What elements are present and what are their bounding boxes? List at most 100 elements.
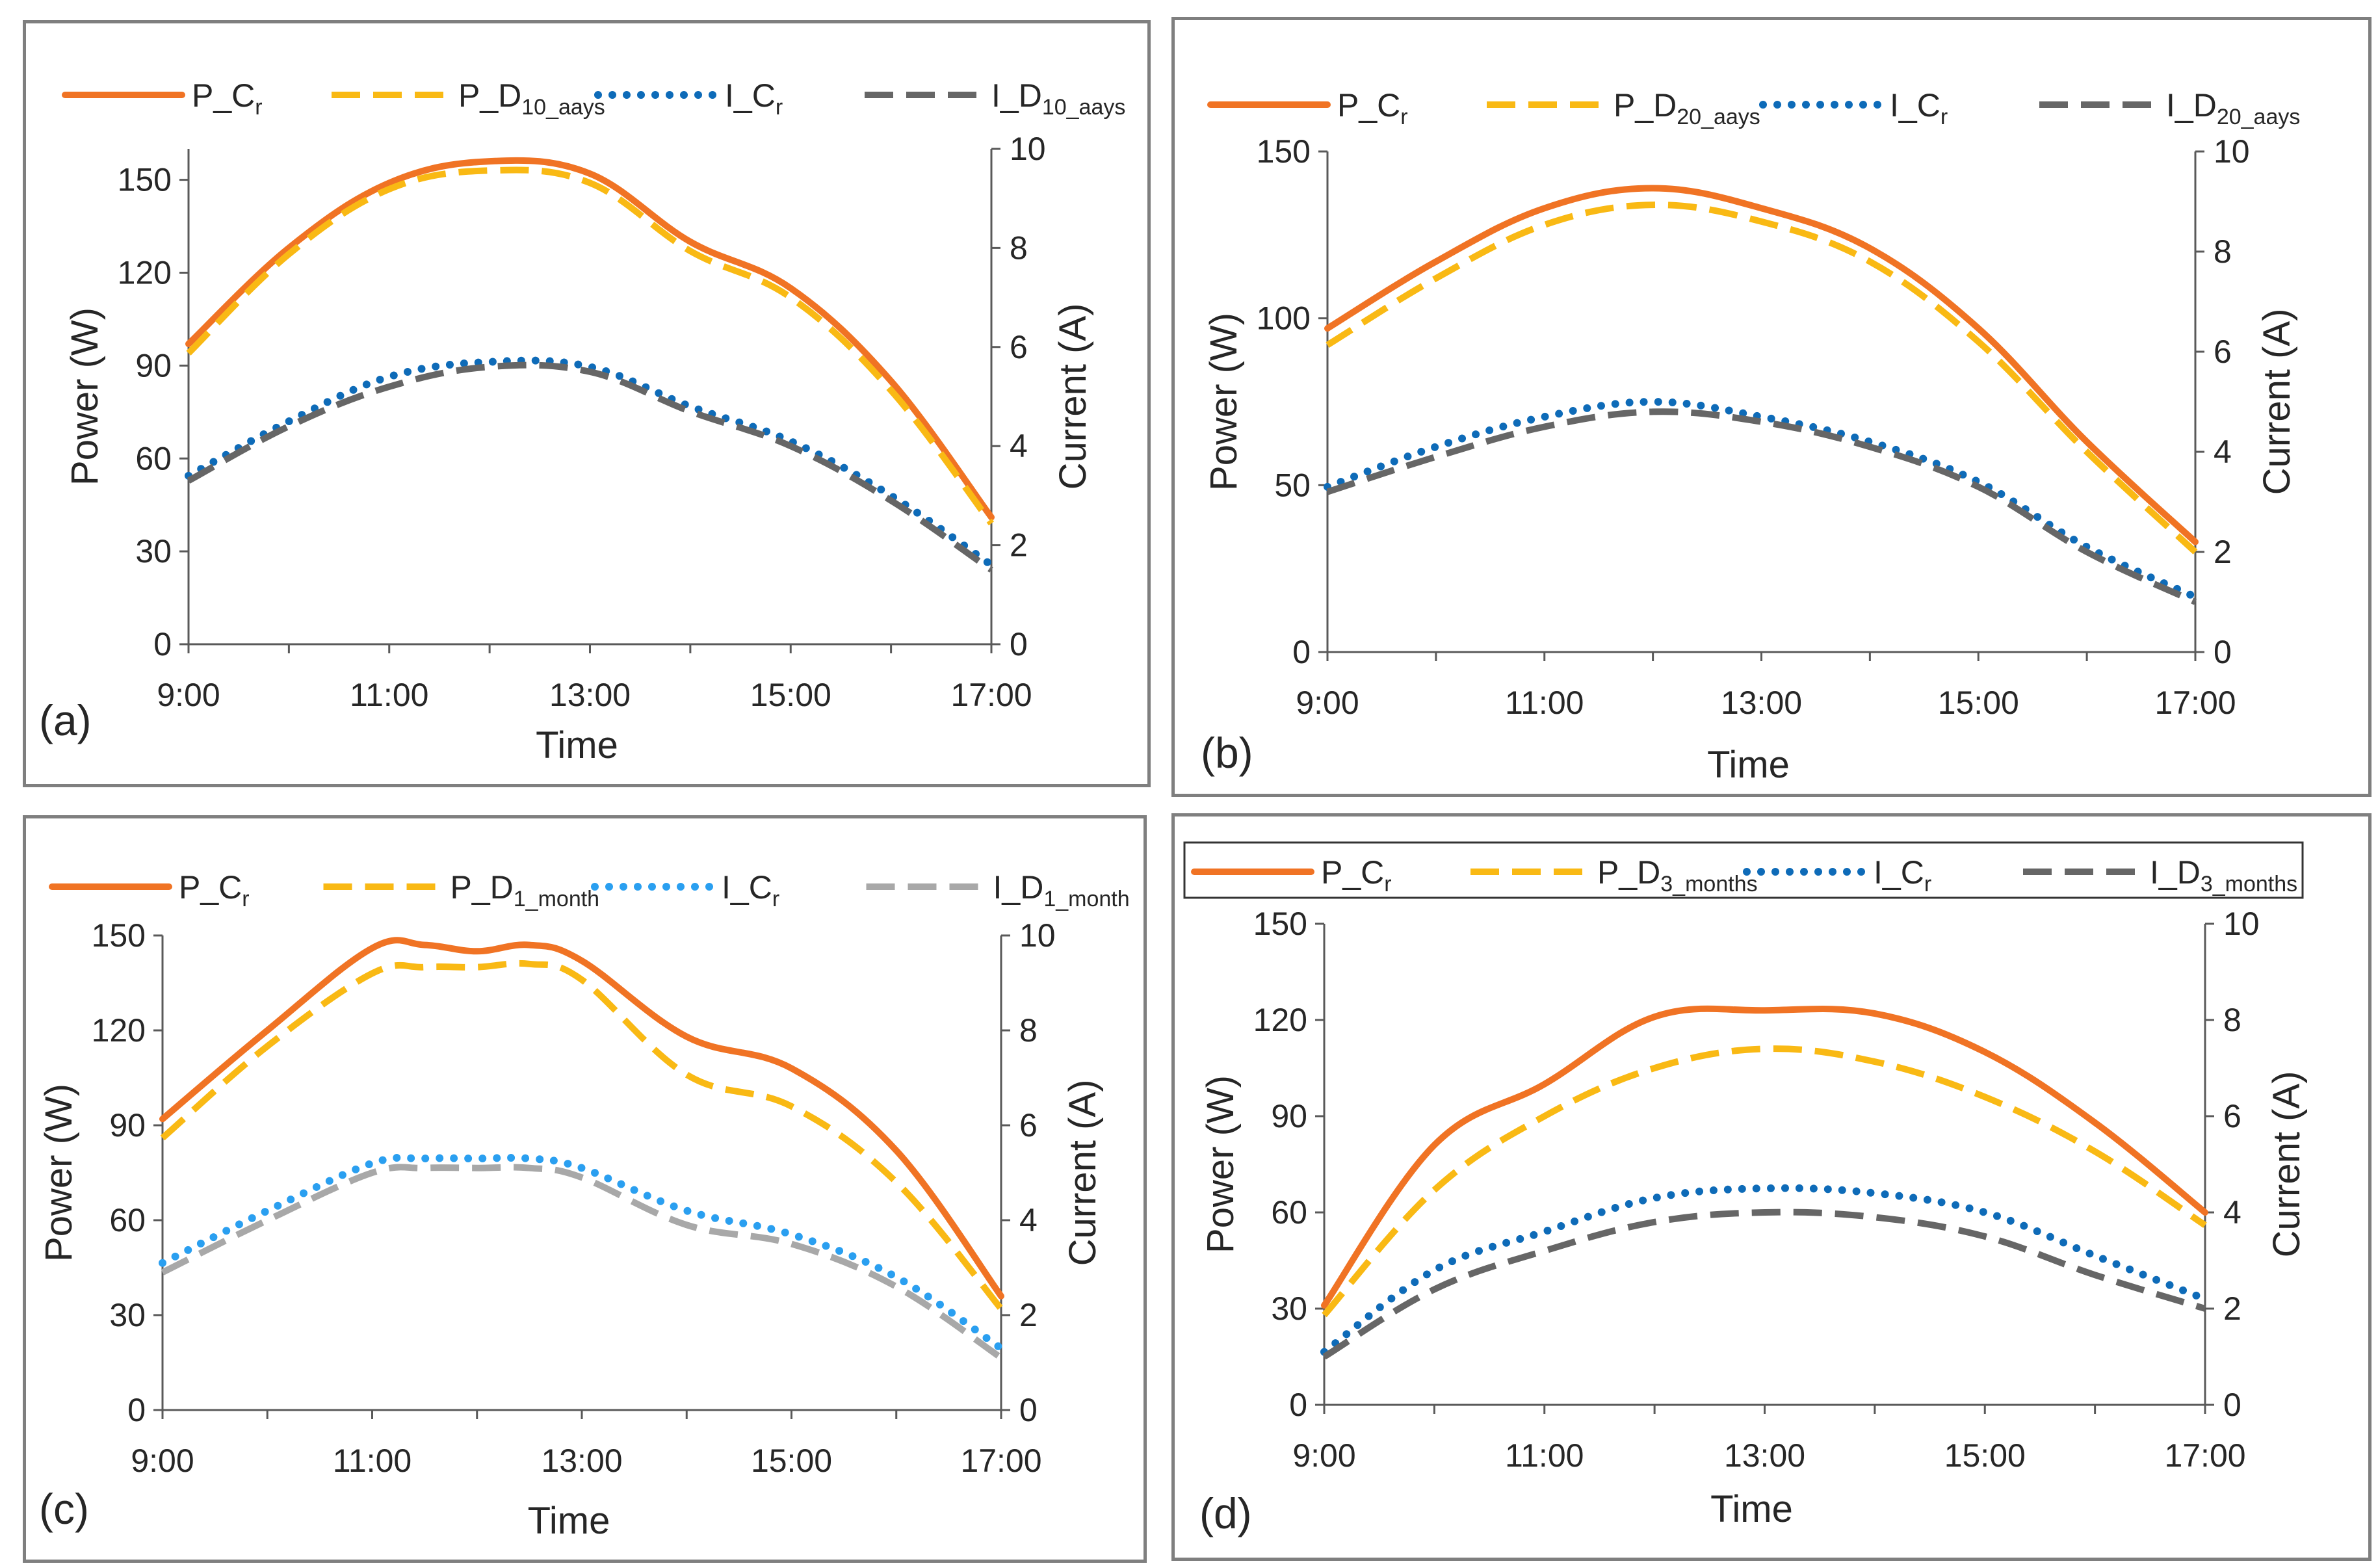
series-line-p-d-1	[189, 170, 991, 523]
legend-label: I_Cr	[722, 869, 779, 911]
x-tick-label: 17:00	[2164, 1437, 2245, 1474]
y2-tick-label: 2	[2214, 534, 2232, 570]
y2-tick-label: 0	[1019, 1392, 1038, 1428]
y2-tick-label: 4	[2223, 1194, 2241, 1231]
series-line-i-d-3	[1324, 1212, 2205, 1357]
y-tick-label: 0	[1289, 1387, 1307, 1423]
x-tick-label: 9:00	[131, 1443, 194, 1479]
y-tick-label: 90	[135, 347, 172, 384]
series-line-i-d-3	[163, 1167, 1001, 1357]
y2-tick-label: 10	[1019, 917, 1056, 954]
series-line-p-c-0	[189, 161, 991, 517]
legend-label: P_Cr	[179, 869, 250, 911]
y2-tick-label: 8	[1010, 229, 1028, 266]
legend-label: I_Cr	[1890, 87, 1948, 129]
x-axis-title: Time	[528, 1500, 610, 1542]
y-tick-label: 60	[135, 440, 172, 477]
y2-tick-label: 4	[2214, 434, 2232, 470]
x-tick-label: 17:00	[950, 677, 1032, 713]
y2-tick-label: 10	[1010, 131, 1046, 167]
y-axis-title: Power (W)	[64, 307, 106, 486]
y-axis-title: Power (W)	[38, 1084, 80, 1262]
chart-svg: 0 30 60 90 120 150 0 2 4 6 8 10 9:00 11:00 13:00 15:00 1…	[26, 23, 1147, 784]
y2-axis-title: Current (A)	[1052, 304, 1094, 490]
series-line-i-c-2	[163, 1158, 1001, 1348]
x-tick-label: 15:00	[750, 677, 831, 713]
series-line-i-d-3	[189, 365, 991, 570]
series-line-p-c-0	[1327, 189, 2195, 542]
y-tick-label: 0	[153, 626, 172, 662]
x-axis-title: Time	[536, 724, 618, 766]
legend-label: P_D1_month	[451, 869, 600, 911]
y2-tick-label: 2	[2223, 1290, 2241, 1327]
y-tick-label: 150	[1253, 906, 1307, 942]
x-tick-label: 11:00	[350, 677, 428, 713]
y2-tick-label: 8	[2223, 1002, 2241, 1038]
x-tick-label: 9:00	[1292, 1437, 1355, 1474]
y-axis-title: Power (W)	[1199, 1075, 1242, 1253]
x-tick-label: 17:00	[960, 1443, 1041, 1479]
x-tick-label: 15:00	[751, 1443, 832, 1479]
y-tick-label: 150	[1257, 133, 1311, 170]
y-tick-label: 0	[1292, 634, 1311, 670]
x-tick-label: 9:00	[1296, 685, 1359, 721]
chart-panel-a: 0 30 60 90 120 150 0 2 4 6 8 10 9:00 11:00 13:00 15:00 1…	[23, 20, 1151, 787]
y2-tick-label: 0	[1010, 626, 1028, 662]
y2-tick-label: 0	[2223, 1387, 2241, 1423]
y2-tick-label: 8	[1019, 1012, 1038, 1049]
y-axis-title: Power (W)	[1203, 313, 1245, 491]
y2-tick-label: 4	[1010, 428, 1028, 464]
legend-label: I_D1_month	[993, 869, 1130, 911]
chart-svg: 05010015002468109:00 11:00 13:00 15:00 17:00…	[1175, 20, 2368, 794]
y-tick-label: 90	[109, 1107, 146, 1143]
series-line-p-c-0	[163, 940, 1001, 1296]
legend-label: P_Cr	[1337, 87, 1408, 129]
legend-label: I_D10_aays	[991, 77, 1125, 120]
x-tick-label: 15:00	[1944, 1437, 2026, 1474]
series-line-i-c-2	[189, 361, 991, 566]
legend-label: I_D3_months	[2150, 854, 2297, 896]
series-line-p-d-1	[1324, 1049, 2205, 1315]
legend-label: I_Cr	[725, 77, 783, 120]
series-line-p-c-0	[1324, 1009, 2205, 1305]
y-tick-label: 30	[109, 1297, 146, 1333]
y2-tick-label: 2	[1010, 527, 1028, 564]
legend-label: I_Cr	[1874, 854, 1931, 896]
x-tick-label: 13:00	[1721, 685, 1802, 721]
x-tick-label: 11:00	[333, 1443, 412, 1479]
y2-tick-label: 0	[2214, 634, 2232, 670]
y-tick-label: 120	[92, 1012, 146, 1049]
x-tick-label: 11:00	[1505, 1437, 1584, 1474]
x-tick-label: 9:00	[157, 677, 220, 713]
y2-tick-label: 2	[1019, 1297, 1038, 1333]
panel-letter: (a)	[39, 696, 92, 744]
legend-label: P_Cr	[192, 77, 263, 120]
panel-letter: (b)	[1201, 729, 1253, 777]
legend-label: P_D3_months	[1597, 854, 1758, 896]
legend-label: P_D10_aays	[458, 77, 605, 120]
y2-tick-label: 4	[1019, 1202, 1038, 1238]
chart-panel-b: 0 50 100 150 0 2 4 6 8 10 9:00 11:00 13:00 15:00 17:00…	[1171, 17, 2371, 797]
chart-svg: 0 30 60 90 120 150 0 2 4 6 8 10 9:00 11:00 13:00 15:00 1…	[26, 818, 1143, 1560]
y-tick-label: 120	[118, 255, 172, 291]
y-tick-label: 150	[118, 162, 172, 198]
y2-tick-label: 10	[2223, 906, 2260, 942]
y2-axis-title: Current (A)	[2266, 1071, 2308, 1258]
chart-svg: 0 30 60 90 120 150 0 2 4 6 8 10 9:00 11:00 13:00 15:00 1…	[1175, 817, 2368, 1558]
x-axis-title: Time	[1710, 1488, 1793, 1530]
y-tick-label: 60	[109, 1202, 146, 1238]
series-line-p-d-1	[1327, 205, 2195, 552]
x-tick-label: 13:00	[1724, 1437, 1805, 1474]
x-axis-title: Time	[1707, 744, 1790, 786]
legend-label: P_Cr	[1321, 854, 1392, 896]
panel-letter: (d)	[1199, 1489, 1252, 1537]
y-tick-label: 90	[1271, 1098, 1307, 1134]
y2-tick-label: 6	[1019, 1107, 1038, 1143]
y2-axis-title: Current (A)	[2256, 309, 2298, 495]
series-line-i-d-3	[1327, 412, 2195, 602]
chart-panel-c: 0 30 60 90 120 150 0 2 4 6 8 10 9:00 11:00 13:00 15:00 1…	[23, 815, 1147, 1563]
chart-panel-d: 0 30 60 90 120 150 0 2 4 6 8 10 9:00 11:00 13:00 15:00 1…	[1171, 813, 2371, 1561]
y-tick-label: 120	[1253, 1002, 1307, 1038]
y-tick-label: 30	[1271, 1290, 1307, 1327]
y-tick-label: 150	[92, 917, 146, 954]
